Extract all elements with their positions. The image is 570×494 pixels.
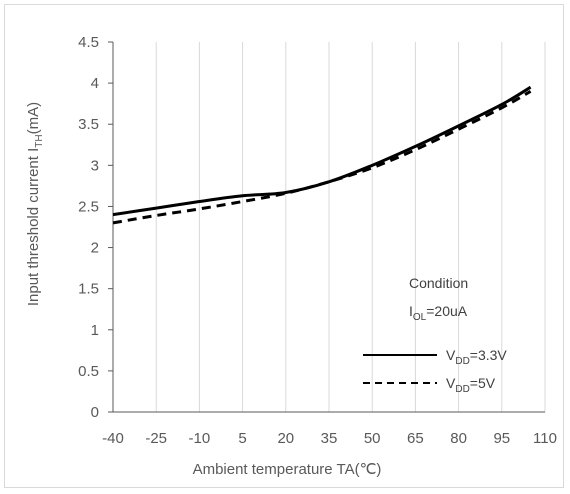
y-tick-label: 1 xyxy=(91,322,99,339)
legend-series-2-sub: DD xyxy=(455,384,469,395)
x-tick-label: 5 xyxy=(238,430,246,447)
legend-series-1-sub: DD xyxy=(455,356,469,367)
series-line-1 xyxy=(112,85,532,217)
axis-layer xyxy=(108,41,545,413)
y-axis-title-sub: TH xyxy=(34,134,45,147)
y-tick-label: 4 xyxy=(91,75,99,92)
legend-series-1-value: =3.3V xyxy=(470,347,508,363)
legend-series-1-label: VDD=3.3V xyxy=(446,347,507,367)
legend-series-1-main: V xyxy=(446,347,456,363)
y-tick-label: 0.5 xyxy=(78,363,99,380)
y-axis-title: Input threshold current ITH(mA) xyxy=(25,102,45,306)
series-line-2 xyxy=(112,90,532,225)
x-tick-label: 35 xyxy=(321,430,338,447)
legend-condition-title: Condition xyxy=(409,275,468,291)
legend-series-2-label: VDD=5V xyxy=(446,375,496,395)
y-axis-title-main: Input threshold current I xyxy=(25,148,42,306)
series-layer xyxy=(112,85,532,225)
grid-layer xyxy=(155,42,546,412)
y-tick-label: 0 xyxy=(91,404,99,421)
y-axis-title-tail: (mA) xyxy=(25,102,42,135)
x-tick-label: 110 xyxy=(533,430,557,447)
y-tick-label: 3 xyxy=(91,157,99,174)
legend-condition-param: IOL=20uA xyxy=(409,303,468,323)
legend-series-2-value: =5V xyxy=(470,375,496,391)
chart-frame: -40 -25 -10 5 20 35 50 65 80 95 110 0 0.5 1 1.5 2 2.5 3 3.… xyxy=(4,4,564,488)
x-tick-label: 95 xyxy=(493,430,510,447)
legend: Condition IOL=20uA VDD=3.3V VDD=5V xyxy=(363,275,507,395)
x-tick-label: 20 xyxy=(277,430,294,447)
legend-condition-param-sub: OL xyxy=(413,312,427,323)
legend-series-2-main: V xyxy=(446,375,456,391)
y-tick-label: 2 xyxy=(91,240,99,257)
tick-label-layer: -40 -25 -10 5 20 35 50 65 80 95 110 0 0.5 1 1.5 2 2.5 3 3.… xyxy=(78,34,557,447)
y-tick-label: 1.5 xyxy=(78,281,99,298)
x-tick-label: -40 xyxy=(102,430,124,447)
x-tick-label: 50 xyxy=(364,430,381,447)
x-axis-title: Ambient temperature TA(℃) xyxy=(193,461,382,478)
threshold-current-chart: -40 -25 -10 5 20 35 50 65 80 95 110 0 0.5 1 1.5 2 2.5 3 3.… xyxy=(25,34,557,478)
legend-condition-param-value: =20uA xyxy=(426,303,468,319)
y-tick-label: 4.5 xyxy=(78,34,99,51)
y-tick-label: 3.5 xyxy=(78,116,99,133)
y-tick-label: 2.5 xyxy=(78,198,99,215)
x-tick-label: -10 xyxy=(189,430,211,447)
legend-condition-param-main: I xyxy=(409,303,413,319)
x-tick-label: 80 xyxy=(450,430,467,447)
x-tick-label: 65 xyxy=(407,430,424,447)
x-tick-label: -25 xyxy=(145,430,167,447)
